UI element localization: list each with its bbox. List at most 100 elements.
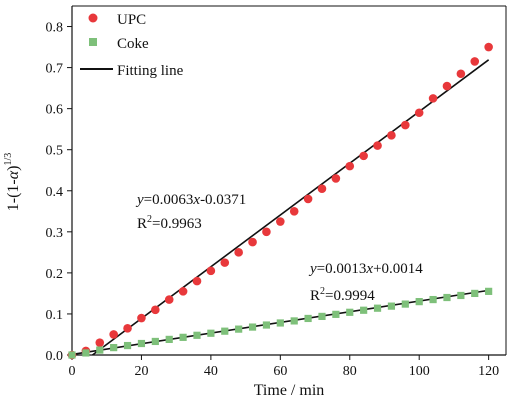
point-coke (262, 321, 271, 329)
point-coke (415, 298, 423, 306)
y-tick-label: 0.5 (46, 144, 64, 159)
point-coke (471, 289, 479, 298)
x-tick-label: 120 (478, 364, 499, 379)
point-coke (221, 327, 229, 335)
point-coke (179, 333, 187, 341)
x-tick-label: 40 (204, 364, 218, 379)
point-upc (387, 131, 396, 140)
point-coke (360, 306, 368, 314)
point-coke (346, 308, 354, 316)
y-axis-title-main: 1-(1- (5, 179, 22, 211)
legend-marker-coke (89, 38, 97, 46)
point-upc (442, 81, 452, 91)
point-coke (235, 325, 243, 333)
point-upc (123, 324, 132, 333)
point-coke (68, 351, 76, 359)
annotation-upc-r2: R2=0.9963 (137, 214, 202, 232)
point-coke (373, 304, 382, 312)
x-tick-label: 80 (343, 364, 357, 379)
point-coke (151, 337, 159, 346)
point-coke (207, 329, 215, 337)
x-tick-label: 60 (273, 364, 287, 379)
point-upc (470, 57, 480, 66)
point-coke (110, 344, 118, 352)
point-upc (234, 248, 243, 257)
point-upc (109, 330, 118, 339)
point-coke (290, 317, 298, 325)
x-tick-label: 0 (69, 364, 76, 379)
point-upc (95, 338, 105, 347)
point-upc (428, 94, 438, 103)
point-coke (429, 295, 437, 304)
legend-marker-upc (88, 13, 98, 23)
point-coke (318, 312, 326, 321)
point-upc (137, 313, 146, 323)
y-tick-label: 0.4 (46, 185, 64, 200)
point-upc (262, 227, 271, 237)
annotation-coke-equation: y=0.0013x+0.0014 (308, 261, 423, 277)
point-coke (248, 323, 257, 331)
x-tick-label: 100 (409, 364, 430, 379)
y-tick-label: 0.1 (46, 308, 64, 323)
point-upc (401, 120, 410, 130)
point-upc (192, 276, 202, 286)
point-coke (276, 319, 284, 327)
y-tick-label: 0.0 (46, 349, 64, 364)
point-coke (332, 310, 340, 318)
point-coke (165, 335, 173, 343)
legend-label-upc: UPC (117, 12, 146, 28)
annotation-upc-fit: y=0.0063x-0.0371 R2=0.9963 (135, 192, 246, 232)
point-upc (164, 295, 174, 304)
annotation-coke-fit: y=0.0013x+0.0014 R2=0.9994 (308, 261, 423, 304)
point-upc (317, 184, 327, 194)
point-upc (414, 108, 424, 118)
legend-label-coke: Coke (117, 36, 149, 52)
x-axis-ticks: 0 20 40 60 80 100 120 (69, 355, 499, 379)
point-upc (289, 206, 299, 216)
point-upc (303, 194, 313, 204)
annotation-coke-r2: R2=0.9994 (310, 286, 375, 304)
y-axis-title-exponent: 1/3 (3, 153, 14, 166)
point-upc (373, 141, 382, 150)
point-upc (178, 287, 188, 296)
y-tick-label: 0.7 (46, 62, 64, 77)
y-tick-label: 0.2 (46, 267, 64, 282)
point-upc (331, 174, 341, 183)
y-tick-label: 0.6 (46, 103, 64, 118)
point-upc (345, 161, 355, 171)
point-upc (359, 151, 368, 161)
fitting-lines (71, 59, 490, 356)
point-coke (193, 331, 201, 339)
point-upc (151, 305, 160, 315)
legend-label-fitting-line: Fitting line (117, 63, 184, 79)
legend: UPC Coke Fitting line (80, 12, 184, 79)
point-coke (137, 339, 146, 348)
y-axis-ticks: 0.0 0.1 0.2 0.3 0.4 0.5 0.6 0.7 0.8 (46, 21, 72, 364)
point-upc (456, 69, 466, 79)
fit-line-upc (92, 59, 490, 356)
y-tick-label: 0.8 (46, 21, 64, 36)
annotation-upc-equation: y=0.0063x-0.0371 (135, 192, 246, 208)
y-axis-title: 1-(1-α)1/3 (3, 153, 22, 212)
data-points (67, 42, 493, 360)
point-upc (206, 266, 216, 276)
point-coke (304, 314, 312, 323)
point-upc (276, 217, 285, 226)
point-coke (401, 300, 409, 308)
y-axis-title-alpha: α (5, 170, 22, 179)
point-upc (248, 237, 257, 247)
point-upc (220, 258, 230, 267)
point-coke (443, 293, 451, 302)
y-axis-title-close: ) (5, 166, 22, 171)
point-coke (485, 287, 493, 295)
point-coke (387, 302, 396, 310)
x-tick-label: 20 (134, 364, 148, 379)
point-coke (457, 291, 465, 300)
x-axis-title: Time / min (254, 382, 325, 399)
point-upc (484, 42, 493, 52)
y-tick-label: 0.3 (46, 226, 64, 241)
point-coke (82, 349, 90, 357)
point-coke (96, 346, 104, 354)
point-coke (123, 341, 132, 350)
